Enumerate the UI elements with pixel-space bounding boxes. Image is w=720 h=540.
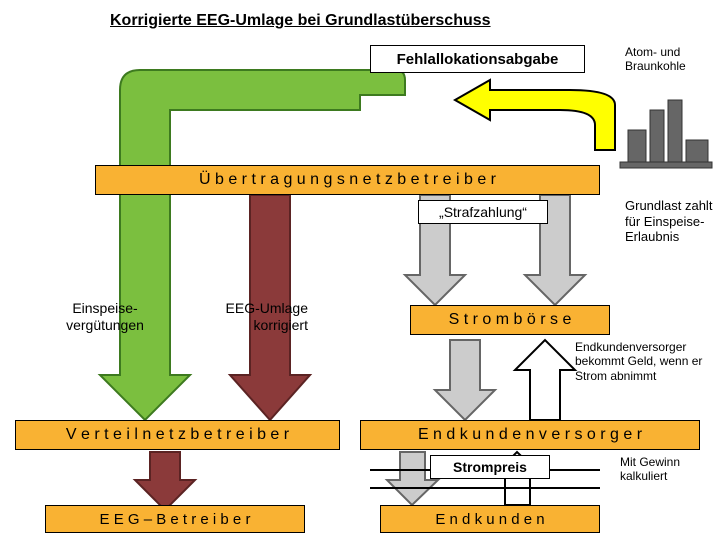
atom-label: Atom- und Braunkohle <box>625 45 715 74</box>
eegumlage-label: EEG-Umlage korrigiert <box>198 300 308 334</box>
shapes-layer <box>0 0 720 540</box>
endkunden-note: Endkundenversorger bekommt Geld, wenn er… <box>575 340 715 383</box>
uebertragungsnetz-box: Ü b e r t r a g u n g s n e t z b e t r … <box>95 165 600 195</box>
maroon-down-arrow-2 <box>135 452 195 510</box>
endkunden-box: E n d k u n d e n <box>380 505 600 533</box>
diagram-title: Korrigierte EEG-Umlage bei Grundlastüber… <box>110 12 491 30</box>
verteilnetz-box: V e r t e i l n e t z b e t r e i b e r <box>15 420 340 450</box>
grey-arrow-stromboerse-down <box>435 340 495 420</box>
white-arrow-up-stromboerse <box>515 340 575 420</box>
fehlallokation-box: Fehlallokationsabgabe <box>370 45 585 73</box>
einspeise-label: Einspeise-vergütungen <box>55 300 155 334</box>
power-plant-icon <box>620 100 712 168</box>
strompreis-box: Strompreis <box>430 455 550 479</box>
endkundenversorger-box: E n d k u n d e n v e r s o r g e r <box>360 420 700 450</box>
strafzahlung-box: „Strafzahlung“ <box>418 200 548 224</box>
grundlast-note: Grundlast zahlt für Einspeise-Erlaubnis <box>625 198 715 245</box>
eegbetreiber-box: E E G – B e t r e i b e r <box>45 505 305 533</box>
yellow-curved-arrow <box>455 80 615 150</box>
stromboerse-box: S t r o m b ö r s e <box>410 305 610 335</box>
gewinn-note: Mit Gewinn kalkuliert <box>620 455 715 484</box>
green-u-arrow <box>100 70 405 420</box>
